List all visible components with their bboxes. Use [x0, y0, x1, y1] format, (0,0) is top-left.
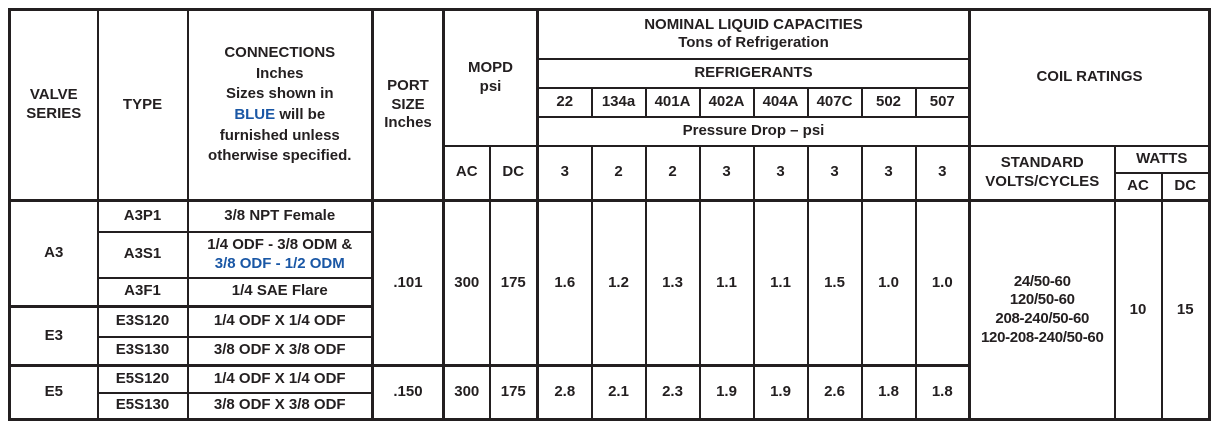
- header-connections: CONNECTIONS Inches Sizes shown in BLUE w…: [186, 8, 374, 202]
- type-cell-e5s120: E5S120: [96, 364, 189, 394]
- connections-sub1: Inches: [255, 64, 304, 82]
- connection-cell-a3p1: 3/8 NPT Female: [186, 199, 374, 233]
- pressure-value-22: 3: [536, 144, 593, 202]
- header-coil-ratings: COIL RATINGS: [968, 8, 1211, 147]
- header-standard-volts: STANDARD VOLTS/CYCLES: [968, 144, 1116, 202]
- capacity-value-a3e3-401a: 1.3: [644, 199, 701, 367]
- connections-sub3-line: BLUE will be: [191, 105, 370, 126]
- header-port-size: PORT SIZE Inches: [371, 8, 445, 202]
- connection-cell-e3s120: 1/4 ODF X 1/4 ODF: [186, 305, 374, 338]
- connection-a3s1-line1: 1/4 ODF - 3/8 ODM &: [207, 235, 353, 253]
- mopd-dc-value-a3e3: 175: [488, 199, 539, 367]
- type-cell-a3s1: A3S1: [96, 230, 189, 279]
- connections-sub4: furnished unless: [219, 126, 340, 144]
- pressure-value-507: 3: [914, 144, 971, 202]
- capacity-value-a3e3-134a: 1.2: [590, 199, 647, 367]
- pressure-value-134a: 2: [590, 144, 647, 202]
- refrigerant-134a: 134a: [590, 86, 647, 118]
- refrigerant-22: 22: [536, 86, 593, 118]
- connection-cell-a3f1: 1/4 SAE Flare: [186, 276, 374, 308]
- capacity-value-a3e3-402a: 1.1: [698, 199, 755, 367]
- capacity-value-e5-502: 1.8: [860, 364, 917, 421]
- series-cell-e3: E3: [8, 305, 99, 367]
- type-cell-e3s130: E3S130: [96, 335, 189, 367]
- series-cell-a3: A3: [8, 199, 99, 308]
- header-watts: WATTS: [1113, 144, 1211, 174]
- type-cell-e3s120: E3S120: [96, 305, 189, 338]
- connection-cell-e5s120: 1/4 ODF X 1/4 ODF: [186, 364, 374, 394]
- mopd-ac-label: AC: [442, 144, 491, 202]
- volts-cycles-value: 24/50-60 120/50-60 208-240/50-60 120-208…: [968, 199, 1116, 421]
- watts-ac-label: AC: [1113, 171, 1163, 202]
- refrigerant-502: 502: [860, 86, 917, 118]
- port-size-value-a3e3: .101: [371, 199, 445, 367]
- mopd-dc-label: DC: [488, 144, 539, 202]
- refrigerant-404a: 404A: [752, 86, 809, 118]
- pressure-value-402a: 3: [698, 144, 755, 202]
- mopd-ac-value-e5: 300: [442, 364, 491, 421]
- pressure-value-401a: 2: [644, 144, 701, 202]
- connection-cell-a3s1: 1/4 ODF - 3/8 ODM & 3/8 ODF - 1/2 ODM: [186, 230, 374, 279]
- capacity-value-e5-402a: 1.9: [698, 364, 755, 421]
- refrigerant-401a: 401A: [644, 86, 701, 118]
- connection-cell-e3s130: 3/8 ODF X 3/8 ODF: [186, 335, 374, 367]
- connections-sub2: Sizes shown in: [225, 85, 334, 103]
- valve-spec-table: VALVE SERIES TYPE CONNECTIONS Inches Siz…: [8, 8, 1212, 421]
- header-refrigerants-label: REFRIGERANTS: [536, 57, 971, 89]
- header-mopd: MOPD psi: [442, 8, 539, 147]
- watts-dc-value: 15: [1160, 199, 1211, 421]
- mopd-ac-value-a3e3: 300: [442, 199, 491, 367]
- connection-a3s1-line2-blue: 3/8 ODF - 1/2 ODM: [214, 254, 345, 272]
- capacity-value-e5-401a: 2.3: [644, 364, 701, 421]
- watts-ac-value: 10: [1113, 199, 1163, 421]
- mopd-dc-value-e5: 175: [488, 364, 539, 421]
- refrigerant-507: 507: [914, 86, 971, 118]
- watts-dc-label: DC: [1160, 171, 1211, 202]
- connection-cell-e5s130: 3/8 ODF X 3/8 ODF: [186, 391, 374, 421]
- pressure-value-502: 3: [860, 144, 917, 202]
- refrigerant-407c: 407C: [806, 86, 863, 118]
- connections-sub3: will be: [275, 106, 326, 123]
- header-pressure-drop-label: Pressure Drop – psi: [536, 115, 971, 147]
- capacity-value-e5-507: 1.8: [914, 364, 971, 421]
- type-cell-e5s130: E5S130: [96, 391, 189, 421]
- header-type: TYPE: [96, 8, 189, 202]
- capacity-value-a3e3-404a: 1.1: [752, 199, 809, 367]
- connections-title: CONNECTIONS: [224, 43, 336, 61]
- capacity-value-a3e3-407c: 1.5: [806, 199, 863, 367]
- blue-word: BLUE: [234, 106, 276, 123]
- type-cell-a3p1: A3P1: [96, 199, 189, 233]
- series-cell-e5: E5: [8, 364, 99, 421]
- capacity-value-e5-22: 2.8: [536, 364, 593, 421]
- capacity-value-e5-407c: 2.6: [806, 364, 863, 421]
- pressure-value-407c: 3: [806, 144, 863, 202]
- capacity-value-a3e3-507: 1.0: [914, 199, 971, 367]
- capacity-value-e5-134a: 2.1: [590, 364, 647, 421]
- capacity-value-e5-404a: 1.9: [752, 364, 809, 421]
- refrigerant-402a: 402A: [698, 86, 755, 118]
- type-cell-a3f1: A3F1: [96, 276, 189, 308]
- pressure-value-404a: 3: [752, 144, 809, 202]
- capacity-value-a3e3-22: 1.6: [536, 199, 593, 367]
- header-valve-series: VALVE SERIES: [8, 8, 99, 202]
- port-size-value-e5: .150: [371, 364, 445, 421]
- connections-sub5: otherwise specified.: [208, 147, 352, 165]
- capacity-value-a3e3-502: 1.0: [860, 199, 917, 367]
- header-capacities-title: NOMINAL LIQUID CAPACITIES Tons of Refrig…: [536, 8, 971, 60]
